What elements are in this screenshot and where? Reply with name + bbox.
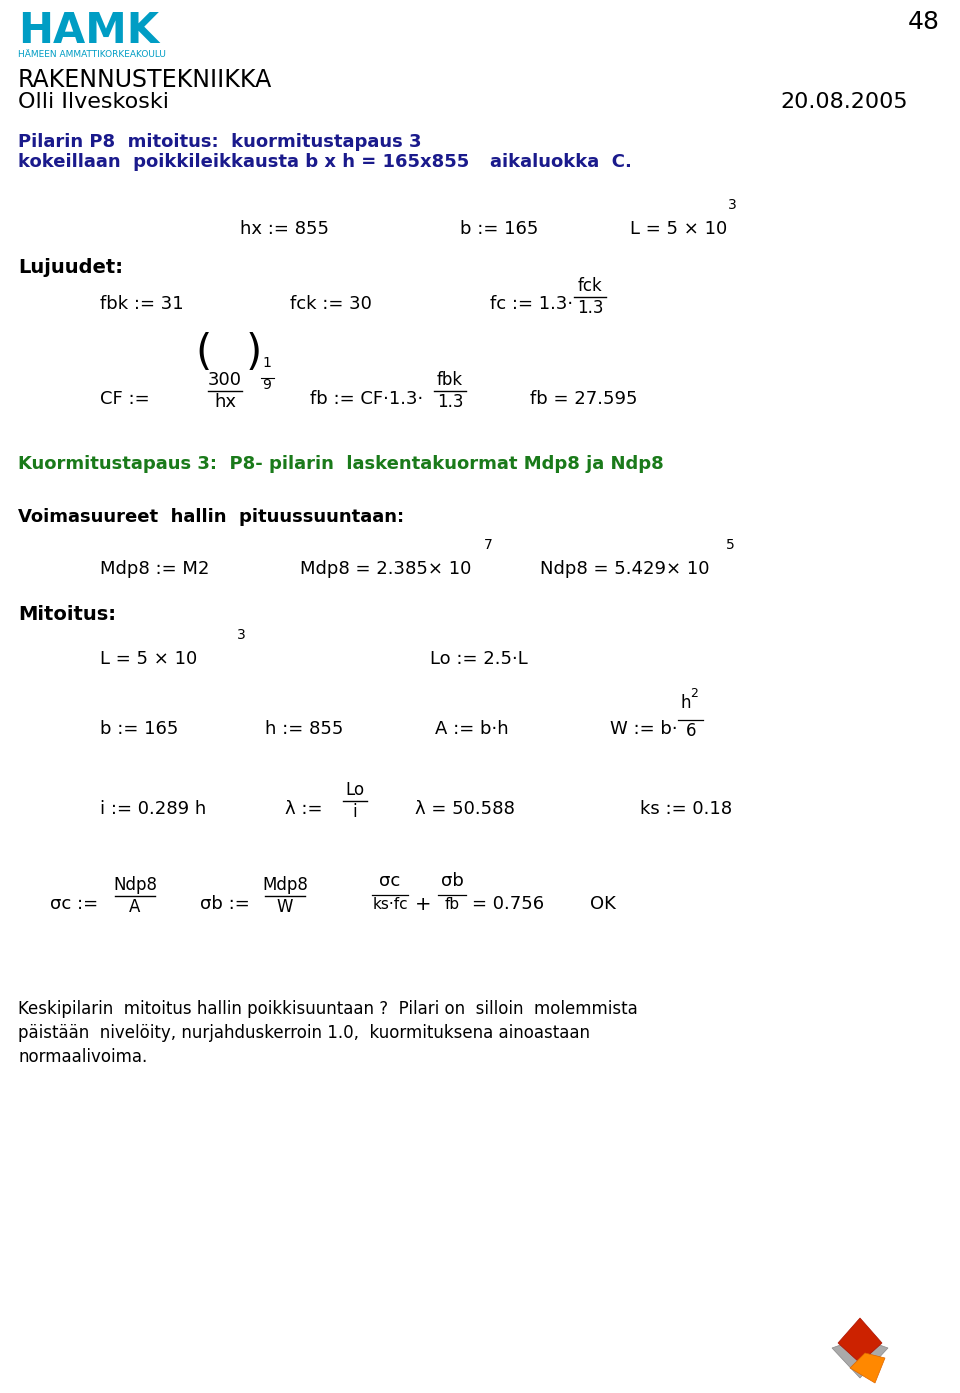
Polygon shape	[850, 1353, 885, 1383]
Text: A: A	[130, 898, 141, 917]
Text: 6: 6	[686, 722, 697, 740]
Polygon shape	[838, 1318, 882, 1362]
Text: HÄMEEN AMMATTIKORKEAKOULU: HÄMEEN AMMATTIKORKEAKOULU	[18, 50, 166, 59]
Text: W := b·: W := b·	[610, 720, 678, 738]
Text: Lujuudet:: Lujuudet:	[18, 258, 123, 277]
Text: 3: 3	[237, 628, 246, 642]
Text: λ = 50.588: λ = 50.588	[415, 800, 515, 818]
Text: 5: 5	[726, 538, 734, 552]
Text: ks := 0.18: ks := 0.18	[640, 800, 732, 818]
Text: 20.08.2005: 20.08.2005	[780, 92, 907, 111]
Text: normaalivoima.: normaalivoima.	[18, 1048, 147, 1066]
Text: i: i	[352, 802, 357, 820]
Text: RAKENNUSTEKNIIKKA: RAKENNUSTEKNIIKKA	[18, 68, 273, 92]
Text: A := b·h: A := b·h	[435, 720, 509, 738]
Text: L = 5 × 10: L = 5 × 10	[630, 220, 728, 238]
Text: Lo := 2.5·L: Lo := 2.5·L	[430, 651, 528, 669]
Text: ks·fc: ks·fc	[372, 897, 408, 912]
Text: h := 855: h := 855	[265, 720, 344, 738]
Text: 3: 3	[728, 198, 736, 212]
Text: Lo: Lo	[346, 781, 365, 800]
Text: Mdp8 = 2.385× 10: Mdp8 = 2.385× 10	[300, 560, 471, 578]
Text: b := 165: b := 165	[100, 720, 179, 738]
Text: fb: fb	[444, 897, 460, 912]
Text: CF :=: CF :=	[100, 390, 150, 408]
Text: päistään  nivelöity, nurjahduskerroin 1.0,  kuormituksena ainoastaan: päistään nivelöity, nurjahduskerroin 1.0…	[18, 1024, 590, 1042]
Text: fbk: fbk	[437, 371, 463, 389]
Text: fbk := 31: fbk := 31	[100, 295, 183, 313]
Text: ): )	[246, 332, 262, 373]
Text: Mdp8 := M2: Mdp8 := M2	[100, 560, 209, 578]
Text: hx := 855: hx := 855	[240, 220, 329, 238]
Text: σb: σb	[441, 872, 464, 890]
Text: kokeillaan  poikkileikkausta b x h = 165x855: kokeillaan poikkileikkausta b x h = 165x…	[18, 153, 469, 171]
Text: fck: fck	[578, 277, 602, 295]
Text: Ndp8 = 5.429× 10: Ndp8 = 5.429× 10	[540, 560, 709, 578]
Text: W: W	[276, 898, 293, 917]
Text: = 0.756: = 0.756	[472, 894, 544, 912]
Text: Kuormitustapaus 3:  P8- pilarin  laskentakuormat Mdp8 ja Ndp8: Kuormitustapaus 3: P8- pilarin laskentak…	[18, 456, 663, 474]
Text: h: h	[680, 694, 690, 712]
Text: 7: 7	[484, 538, 492, 552]
Text: aikaluokka  C.: aikaluokka C.	[490, 153, 632, 171]
Text: hx: hx	[214, 393, 236, 411]
Text: Voimasuureet  hallin  pituussuuntaan:: Voimasuureet hallin pituussuuntaan:	[18, 508, 404, 527]
Text: Keskipilarin  mitoitus hallin poikkisuuntaan ?  Pilari on  silloin  molemmista: Keskipilarin mitoitus hallin poikkisuunt…	[18, 1000, 637, 1018]
Text: 2: 2	[690, 687, 698, 701]
Text: b := 165: b := 165	[460, 220, 539, 238]
Text: L = 5 × 10: L = 5 × 10	[100, 651, 197, 669]
Text: σb :=: σb :=	[200, 894, 250, 912]
Text: σc: σc	[379, 872, 400, 890]
Text: 300: 300	[208, 371, 242, 389]
Text: fb = 27.595: fb = 27.595	[530, 390, 637, 408]
Text: (: (	[195, 332, 211, 373]
Text: fb := CF·1.3·: fb := CF·1.3·	[310, 390, 423, 408]
Text: σc :=: σc :=	[50, 894, 98, 912]
Text: 1.3: 1.3	[577, 299, 603, 318]
Text: fck := 30: fck := 30	[290, 295, 372, 313]
Text: i := 0.289 h: i := 0.289 h	[100, 800, 206, 818]
Text: Mitoitus:: Mitoitus:	[18, 605, 116, 624]
Text: Pilarin P8  mitoitus:  kuormitustapaus 3: Pilarin P8 mitoitus: kuormitustapaus 3	[18, 132, 421, 150]
Text: HAMK: HAMK	[18, 10, 159, 52]
Polygon shape	[832, 1339, 888, 1378]
Text: Olli Ilveskoski: Olli Ilveskoski	[18, 92, 169, 111]
Text: fc := 1.3·: fc := 1.3·	[490, 295, 573, 313]
Text: 1.3: 1.3	[437, 393, 464, 411]
Text: OK: OK	[590, 894, 616, 912]
Text: 1: 1	[262, 357, 271, 371]
Text: 48: 48	[908, 10, 940, 33]
Text: Ndp8: Ndp8	[113, 876, 157, 894]
Text: 9: 9	[262, 378, 271, 391]
Text: Mdp8: Mdp8	[262, 876, 308, 894]
Text: +: +	[415, 894, 431, 914]
Text: λ :=: λ :=	[285, 800, 323, 818]
